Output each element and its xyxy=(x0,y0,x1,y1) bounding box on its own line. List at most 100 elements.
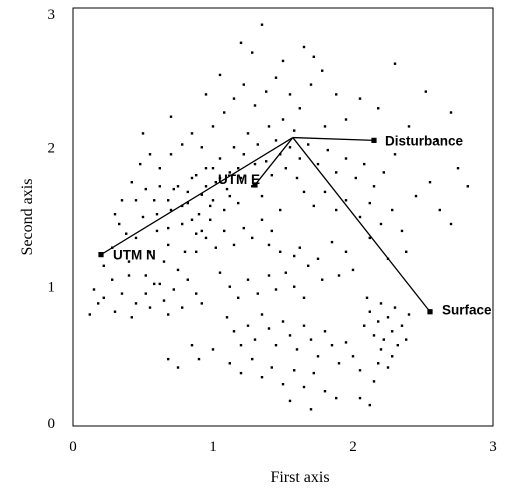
data-point xyxy=(186,201,189,205)
y-axis-label: Second axis xyxy=(19,179,36,256)
data-point xyxy=(391,355,394,358)
data-point xyxy=(323,390,327,393)
data-point xyxy=(295,348,299,351)
data-point xyxy=(281,320,285,323)
data-point xyxy=(237,296,240,299)
data-point xyxy=(153,282,156,286)
data-point xyxy=(260,218,264,221)
x-tick-label: 3 xyxy=(489,439,497,455)
data-point xyxy=(335,396,338,400)
data-point xyxy=(302,324,306,327)
data-point xyxy=(181,143,184,146)
data-point xyxy=(228,285,231,288)
data-point xyxy=(167,199,170,202)
data-point xyxy=(134,236,138,240)
data-point xyxy=(209,218,212,221)
data-point xyxy=(176,185,180,188)
data-point xyxy=(181,222,184,226)
vector-label: UTM N xyxy=(113,248,156,263)
data-point xyxy=(358,215,362,219)
data-point xyxy=(284,271,287,274)
vectors: UTM N UTM E Disturbance Surface xyxy=(98,133,492,318)
data-point xyxy=(344,118,348,121)
data-point xyxy=(237,201,240,205)
data-point xyxy=(466,185,469,188)
tick-labels: 0 1 2 3 0 1 2 3 xyxy=(48,7,497,455)
data-point xyxy=(391,330,394,333)
data-point xyxy=(200,193,203,196)
y-tick-label: 3 xyxy=(48,7,56,23)
data-point xyxy=(190,344,194,347)
data-point xyxy=(158,185,161,188)
vector-endpoint xyxy=(371,137,377,143)
data-point xyxy=(251,51,254,54)
data-point xyxy=(281,383,285,386)
data-point xyxy=(195,232,198,235)
data-point xyxy=(323,190,327,194)
vector-line xyxy=(254,137,294,186)
data-point xyxy=(405,338,408,341)
data-point xyxy=(260,194,264,198)
data-point xyxy=(274,76,278,79)
data-point xyxy=(344,341,348,344)
data-point xyxy=(377,107,380,110)
data-point xyxy=(323,125,327,128)
data-point xyxy=(265,160,268,163)
data-point xyxy=(225,316,229,319)
data-point xyxy=(372,380,376,383)
data-point xyxy=(284,167,287,170)
data-point xyxy=(251,236,254,240)
data-point xyxy=(148,153,152,156)
data-point xyxy=(372,185,376,188)
data-point xyxy=(363,162,366,166)
data-points xyxy=(88,23,469,411)
data-point xyxy=(288,334,292,337)
data-point xyxy=(405,250,408,253)
data-point xyxy=(242,226,245,230)
y-tick-label: 2 xyxy=(48,140,56,156)
data-point xyxy=(456,167,460,170)
data-point xyxy=(186,190,189,194)
data-point xyxy=(295,176,299,180)
vector-line xyxy=(100,137,294,256)
data-point xyxy=(312,371,315,375)
vector-endpoint xyxy=(98,252,104,258)
data-point xyxy=(190,218,194,221)
vector-line xyxy=(292,137,431,313)
data-point xyxy=(270,366,273,369)
data-point xyxy=(309,338,313,341)
vector-label: Surface xyxy=(442,303,492,318)
data-point xyxy=(368,236,371,240)
data-point xyxy=(344,157,348,160)
data-point xyxy=(386,366,390,369)
data-point xyxy=(281,118,285,121)
data-point xyxy=(293,369,296,372)
data-point xyxy=(169,153,173,156)
data-point xyxy=(130,316,133,319)
data-point xyxy=(351,355,355,358)
data-point xyxy=(113,310,117,313)
data-point xyxy=(302,385,306,389)
data-point xyxy=(323,330,327,333)
data-point xyxy=(351,268,355,272)
data-point xyxy=(393,306,397,309)
data-point xyxy=(382,171,385,174)
data-point xyxy=(218,176,222,180)
data-point xyxy=(316,355,320,358)
data-point xyxy=(144,292,147,295)
data-point xyxy=(92,288,96,291)
data-point xyxy=(393,62,397,65)
data-point xyxy=(302,190,306,194)
data-point xyxy=(141,215,145,219)
data-point xyxy=(288,93,292,96)
data-point xyxy=(377,320,380,323)
data-point xyxy=(293,285,296,288)
y-tick-label: 1 xyxy=(48,280,56,296)
data-point xyxy=(288,146,292,149)
data-point xyxy=(393,153,397,156)
data-point xyxy=(228,194,231,198)
data-point xyxy=(186,278,189,281)
data-point xyxy=(274,344,278,347)
data-point xyxy=(242,153,245,156)
data-point xyxy=(144,187,147,191)
